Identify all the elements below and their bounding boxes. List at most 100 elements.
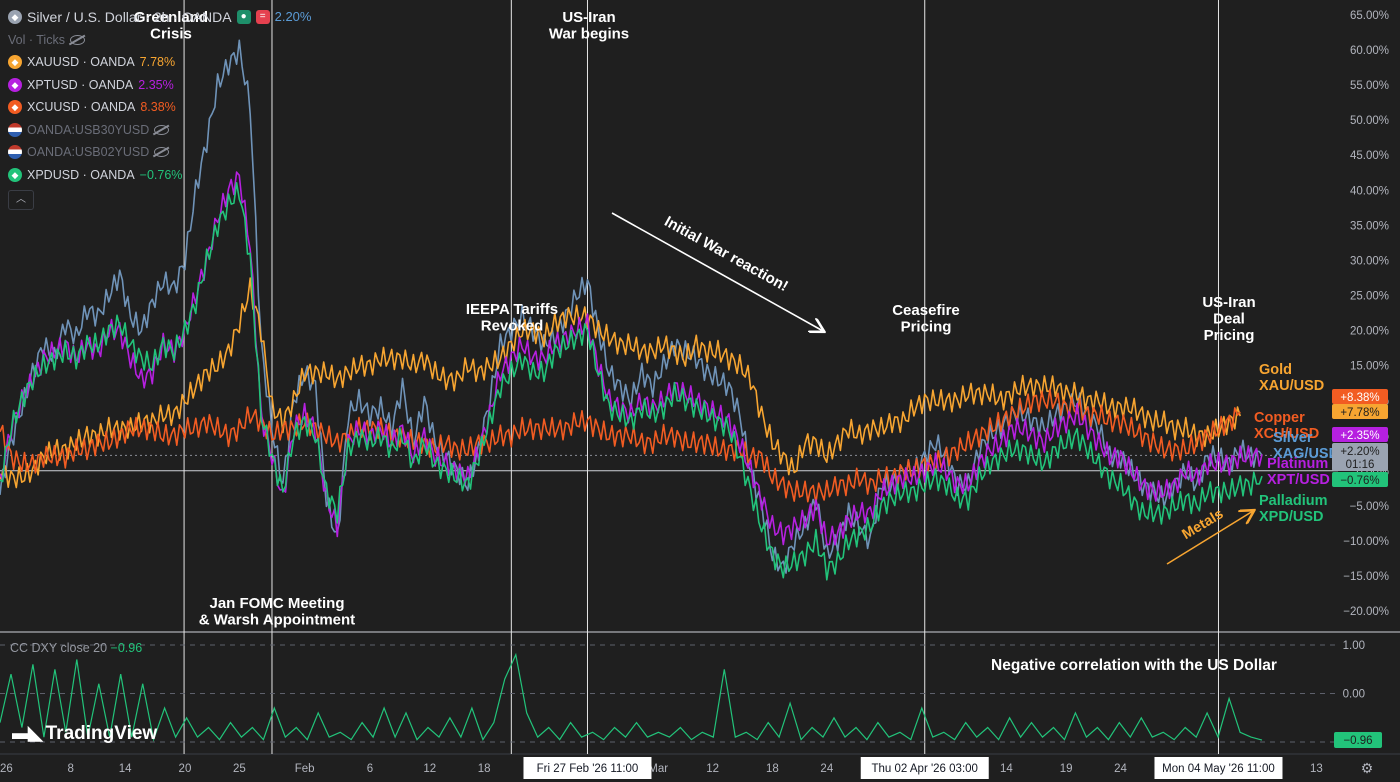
legend-label: XPTUSD · OANDA — [27, 77, 134, 92]
x-tick-label: Feb — [295, 763, 315, 775]
annotation-text: Deal — [1213, 311, 1245, 328]
annotation-text: & Warsh Appointment — [199, 612, 355, 629]
series-ticker-label: XAG/USD — [1273, 446, 1339, 462]
x-tick-label: 24 — [1114, 763, 1127, 775]
x-tick-label: 6 — [367, 763, 373, 775]
main-symbol-row[interactable]: ◆ Silver / U.S. Dollar · 2h · OANDA ● = … — [8, 6, 311, 29]
legend-row[interactable]: OANDA:USB02YUSD — [8, 141, 311, 164]
chart-series — [0, 39, 1263, 581]
annotation-text: US-Iran — [1202, 294, 1255, 311]
x-axis: 2026 8 14 20 25 Feb 6 12 18 Mar 12 18 24 14 19 24 13 Fri … — [0, 757, 1323, 779]
legend-label: XCUUSD · OANDA — [27, 100, 136, 114]
price-badge — [1332, 427, 1388, 442]
y-tick-label: −20.00% — [1343, 606, 1389, 618]
x-tick-label: 12 — [706, 763, 719, 775]
volume-row[interactable]: Vol · Ticks — [8, 29, 311, 52]
reaction-arrow — [611, 212, 823, 331]
price-badge-text: +2.35% — [1340, 430, 1379, 442]
y-tick-label: 65.00% — [1350, 10, 1389, 22]
main-change: 2.20% — [274, 9, 312, 24]
legend-row[interactable]: OANDA:USB30YUSD — [8, 119, 311, 142]
y-tick-label: 35.00% — [1350, 220, 1389, 232]
hidden-eye-icon[interactable] — [154, 147, 170, 158]
price-badges: +8.38% +7.78% +2.35% +2.20%01:16 −0.76% — [1332, 389, 1388, 487]
x-tick-label: 24 — [820, 763, 833, 775]
legend-label: XPDUSD · OANDA — [27, 167, 135, 182]
series-ticker-label: XCU/USD — [1254, 426, 1319, 442]
legend-row[interactable]: ◆ XPDUSD · OANDA −0.76% — [8, 164, 311, 187]
x-tick-label: 19 — [1060, 763, 1073, 775]
annotation-text: Crisis — [150, 26, 192, 43]
series-ticker-label: XAU/USD — [1259, 378, 1324, 394]
event-lines — [183, 0, 1219, 754]
series-line-copper — [0, 388, 1241, 504]
legend-row[interactable]: ◆ XAUUSD · OANDA 7.78% — [8, 51, 311, 74]
x-cursor-badge — [523, 757, 652, 779]
dot-icon[interactable]: ● — [236, 10, 251, 25]
price-badge-text: +7.78% — [1340, 407, 1379, 419]
y-tick-label: 25.00% — [1350, 290, 1389, 302]
legend-label: XAUUSD · OANDA — [27, 55, 135, 69]
y-tick-label: 20.00% — [1350, 326, 1389, 338]
hidden-eye-icon[interactable] — [69, 34, 85, 45]
x-tick-label: 13 — [1310, 763, 1323, 775]
y-tick-label: −5.00% — [1350, 501, 1389, 513]
series-line-palladium — [0, 182, 1263, 581]
legend-label: OANDA:USB30YUSD — [27, 122, 150, 137]
price-badge — [1332, 389, 1388, 404]
annotation-text: US-Iran — [562, 9, 615, 26]
y-axis: 65.00% 60.00% 55.00% 50.00% 45.00% 40.00% 35.0… — [1343, 10, 1389, 618]
equals-icon[interactable]: = — [255, 10, 270, 25]
price-badge-text: −0.76% — [1340, 475, 1379, 487]
reaction-annotation: Initial War reaction! — [661, 213, 790, 295]
x-cursor-badge — [1154, 757, 1283, 779]
y-tick-label: 15.00% — [1350, 361, 1389, 373]
x-tick-label: 14 — [119, 763, 132, 775]
watermark-text: TradingView — [45, 722, 158, 744]
oscillator-line — [0, 652, 1263, 742]
correlation-annotation: Negative correlation with the US Dollar — [991, 657, 1277, 674]
x-cursor-badge — [860, 757, 989, 779]
annotation-text: War begins — [549, 26, 629, 43]
tradingview-logo-icon: ▬◣ — [12, 723, 43, 744]
us-flag-icon — [8, 145, 22, 160]
annotation-text: Jan FOMC Meeting — [209, 595, 344, 612]
silver-icon: ◆ — [8, 10, 22, 25]
price-badge — [1332, 472, 1388, 487]
legend-row[interactable]: ◆ XCUUSD · OANDA 8.38% — [8, 96, 311, 119]
annotation-text: Greenland — [134, 9, 208, 26]
metals-annotation: Metals — [1179, 506, 1226, 543]
copper-icon: ◆ — [8, 100, 22, 115]
x-cursor-label: Mon 04 May '26 11:00 — [1162, 763, 1275, 775]
y-tick-label: 40.00% — [1350, 185, 1389, 197]
legend-row[interactable]: ◆ XPTUSD · OANDA 2.35% — [8, 74, 311, 97]
x-cursor-label: Thu 02 Apr '26 03:00 — [872, 763, 978, 775]
x-tick-label: 25 — [233, 763, 246, 775]
hidden-eye-icon[interactable] — [154, 124, 170, 135]
x-cursor-label: Fri 27 Feb '26 11:00 — [537, 763, 639, 775]
oscillator-badge-text: −0.96 — [1343, 735, 1372, 747]
x-tick-label: 18 — [766, 763, 779, 775]
legend-value: −0.76% — [139, 167, 183, 182]
series-line-platinum — [0, 171, 1263, 546]
oscillator-tick-label: 1.00 — [1343, 640, 1365, 652]
price-badge-text: +8.38% — [1340, 392, 1379, 404]
x-tick-label: 20 — [179, 763, 192, 775]
palladium-icon: ◆ — [8, 167, 22, 182]
collapse-legend-button[interactable]: ︿ — [8, 190, 34, 210]
series-ticker-label: XPD/USD — [1259, 509, 1323, 525]
x-tick-label: 8 — [68, 763, 74, 775]
y-tick-label: 50.00% — [1350, 115, 1389, 127]
annotation-text: IEEPA Tariffs — [466, 301, 558, 318]
volume-label: Vol · Ticks — [8, 32, 65, 47]
annotation-text: Revoked — [481, 318, 544, 335]
oscillator-value: −0.96 — [110, 641, 143, 655]
series-name-label: Platinum — [1267, 456, 1328, 472]
us-flag-icon — [8, 122, 22, 137]
y-tick-label: −15.00% — [1343, 571, 1389, 583]
y-tick-label: 45.00% — [1350, 150, 1389, 162]
oscillator-legend: CC DXY close 20 −0.96 — [10, 641, 142, 655]
oscillator-tick-label: 0.00 — [1343, 689, 1365, 701]
settings-gear-icon[interactable]: ⚙ — [1360, 760, 1374, 776]
